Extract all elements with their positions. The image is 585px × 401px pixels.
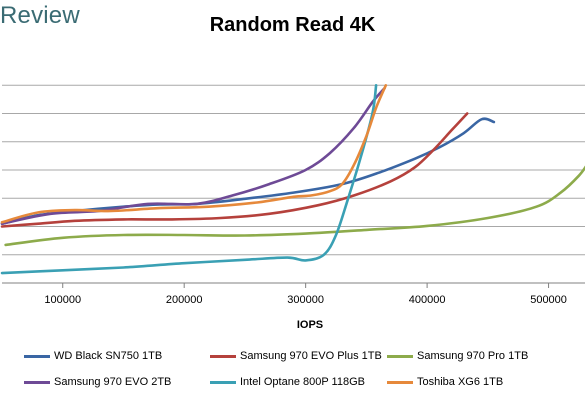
- x-tick-label-300000: 300000: [287, 294, 324, 306]
- series-line-3: [4, 165, 585, 247]
- series-lines: [0, 84, 585, 275]
- chart-title: Random Read 4K: [209, 14, 376, 36]
- series-line-1: [0, 117, 496, 225]
- series-line-2: [0, 112, 469, 228]
- series-line-5: [0, 84, 378, 275]
- x-axis-ticks: 100000 200000 300000 400000 500000: [44, 283, 567, 306]
- grid-lines: [2, 84, 585, 256]
- series-line-6: [0, 84, 388, 224]
- x-tick-label-500000: 500000: [530, 294, 567, 306]
- x-axis-label: IOPS: [297, 319, 323, 331]
- x-tick-label-100000: 100000: [44, 294, 81, 306]
- x-tick-label-400000: 400000: [409, 294, 446, 306]
- brand-logo-text: Review: [0, 2, 80, 29]
- x-tick-label-200000: 200000: [166, 294, 203, 306]
